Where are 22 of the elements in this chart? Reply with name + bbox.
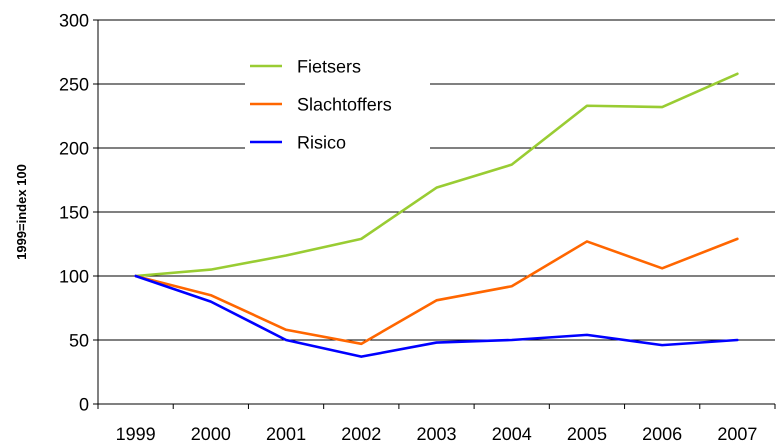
y-tick-label: 50 (68, 330, 89, 350)
y-axis-title: 1999=index 100 (14, 164, 29, 260)
x-tick-label: 2000 (190, 424, 231, 444)
line-series (134, 72, 739, 278)
legend-label: Fietsers (297, 56, 362, 76)
x-tick-label: 1999 (116, 424, 156, 444)
y-tick-label: 0 (78, 394, 89, 414)
y-tick-label: 250 (58, 74, 89, 94)
y-tick-label: 100 (58, 266, 89, 286)
x-tick-label: 2003 (416, 424, 457, 444)
x-tick-label: 2002 (341, 424, 382, 444)
x-tick-label: 2004 (492, 424, 532, 444)
legend-label: Risico (297, 132, 346, 152)
y-tick-label: 150 (58, 202, 89, 222)
x-tick-label: 2006 (642, 424, 682, 444)
y-tick-label: 300 (58, 10, 89, 30)
x-tick-label: 2007 (717, 424, 758, 444)
legend-label: Slachtoffers (297, 94, 392, 114)
x-tick-label: 2005 (566, 424, 607, 444)
line-series (134, 274, 739, 358)
y-tick-label: 200 (58, 138, 89, 158)
x-tick-label: 2001 (266, 424, 306, 444)
